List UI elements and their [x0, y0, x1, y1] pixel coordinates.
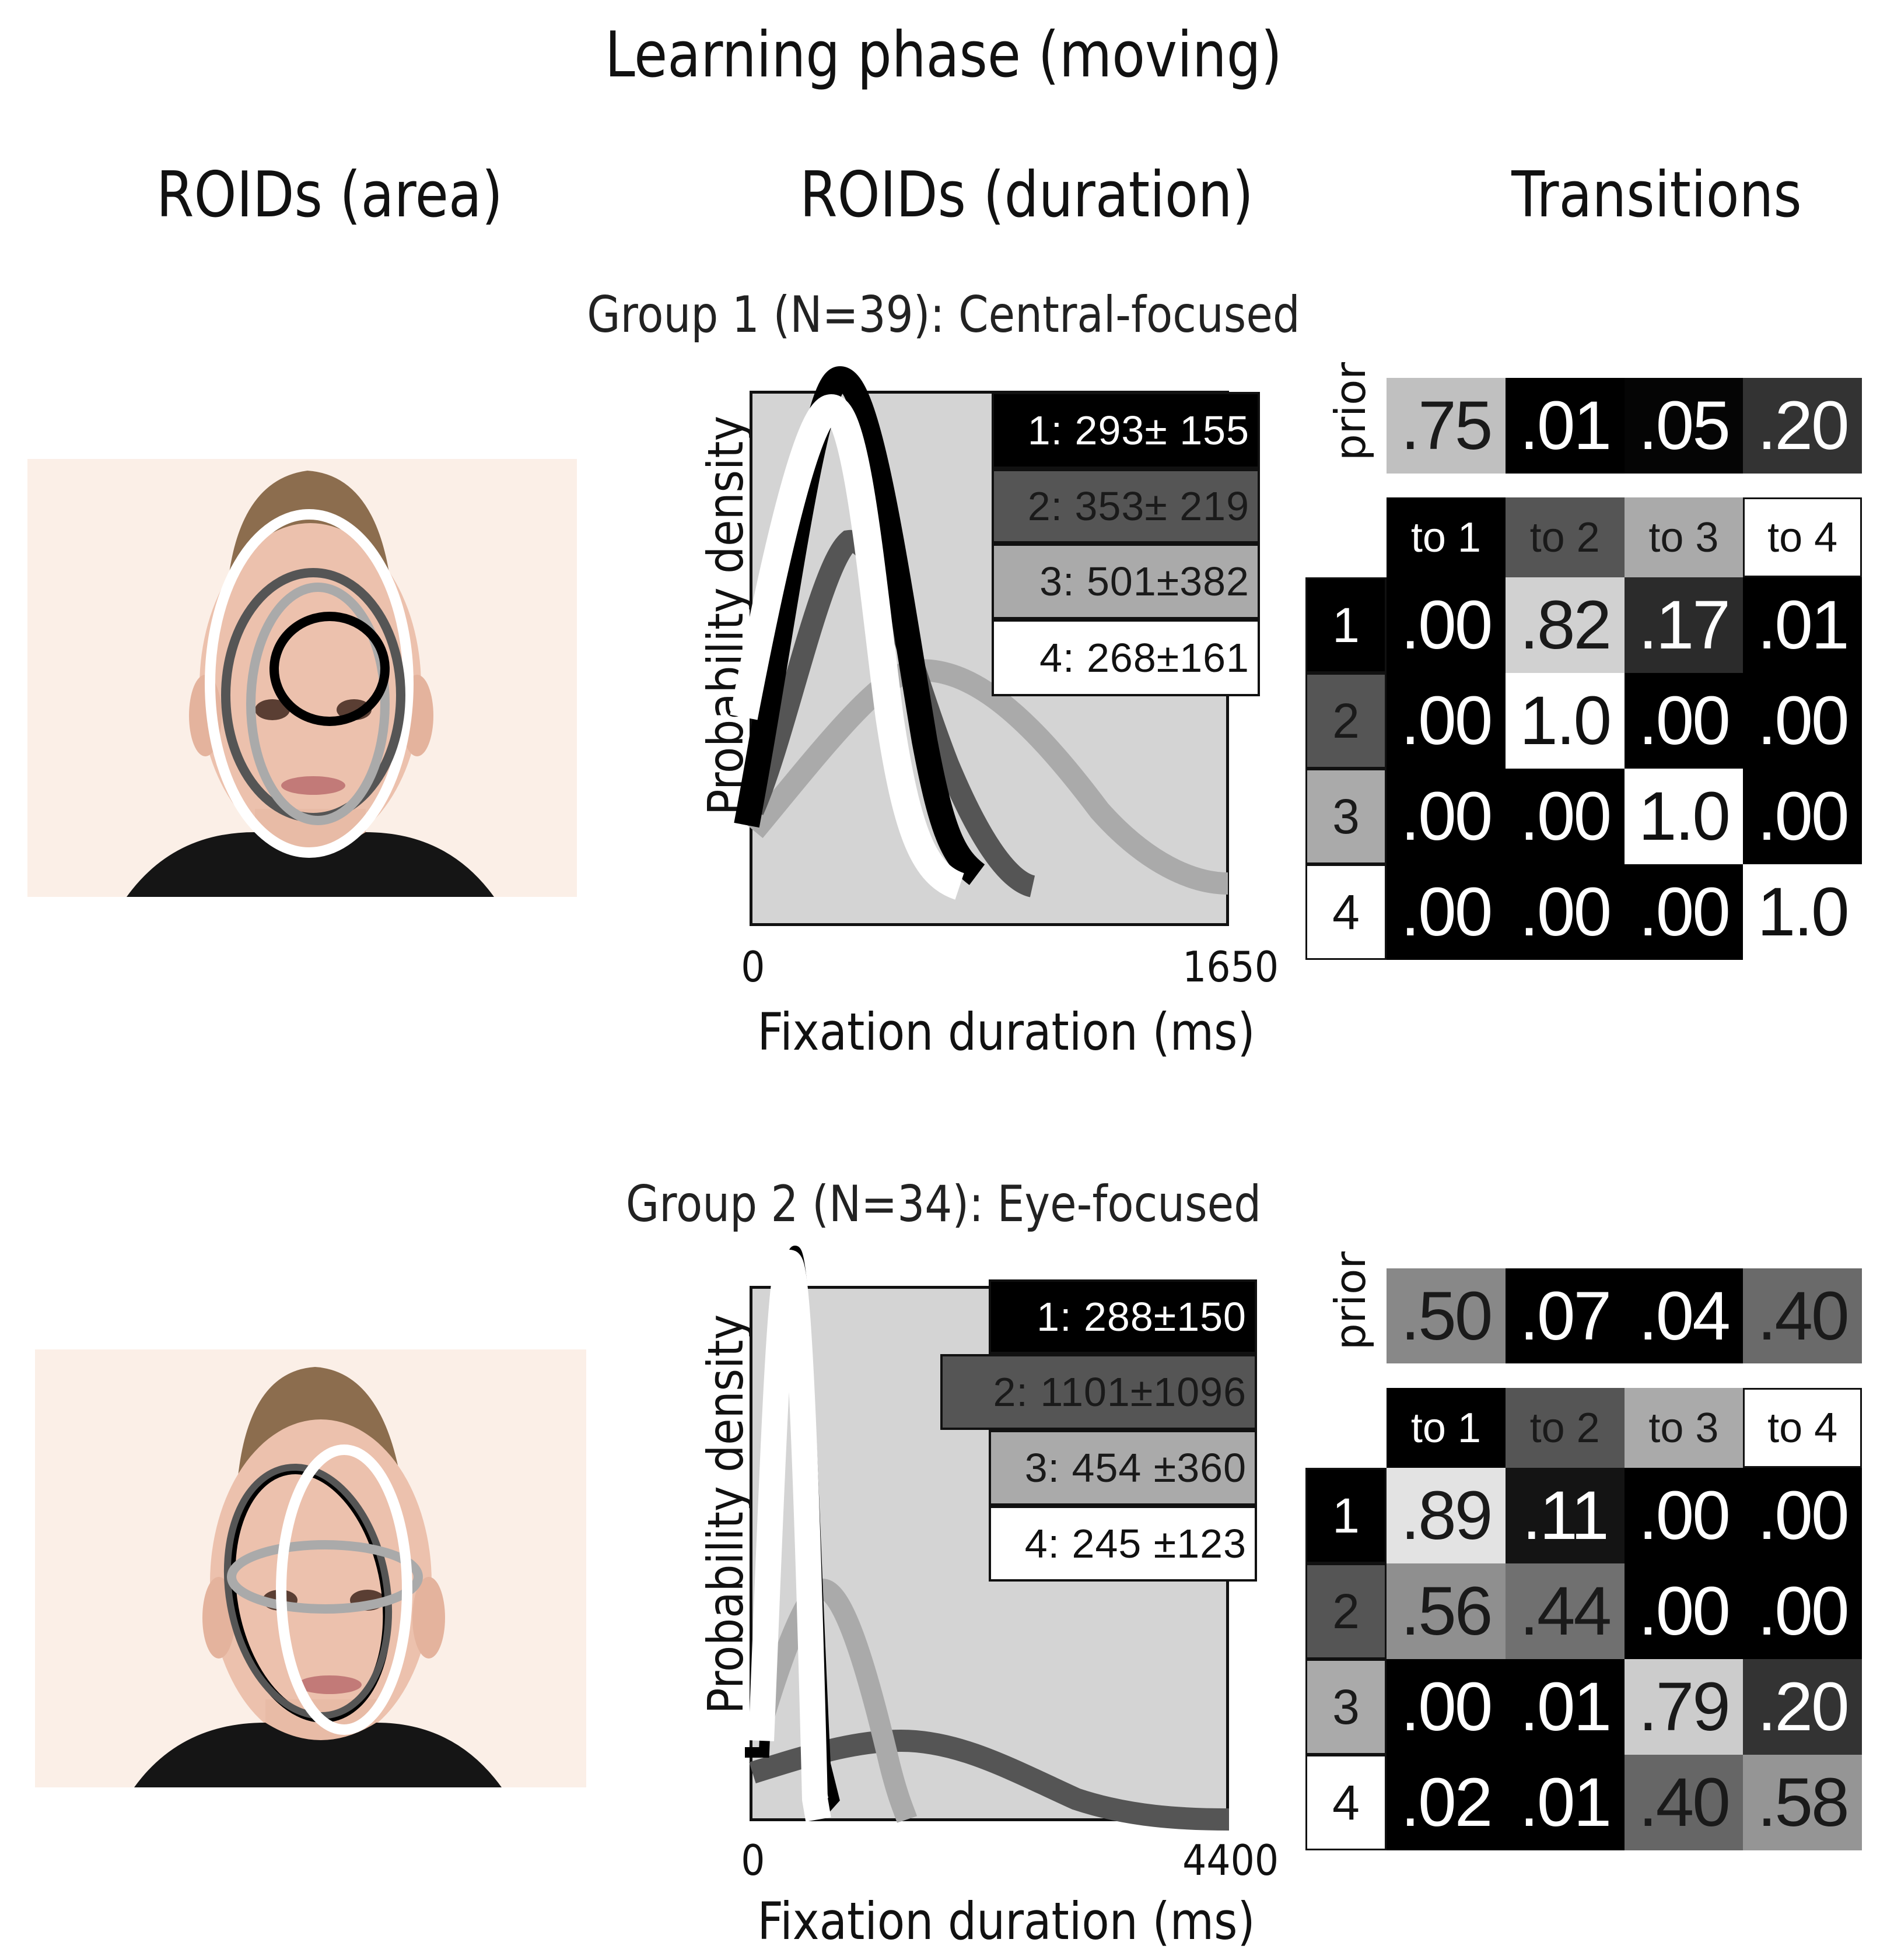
group-1-density-curves — [730, 366, 1228, 900]
group-2-density-curves — [745, 1245, 1230, 1831]
group-1-xmin-tick: 0 — [741, 942, 765, 991]
matrix-cell: .00 — [1387, 769, 1506, 864]
prior-cell: .01 — [1505, 378, 1625, 474]
column-header-3: to 3 — [1624, 497, 1744, 577]
matrix-cell: .20 — [1743, 1659, 1862, 1755]
matrix-cell: .58 — [1743, 1755, 1862, 1850]
row-label-1: 1 — [1305, 577, 1387, 673]
matrix-cell: .00 — [1387, 673, 1506, 769]
group-1-face-image — [27, 459, 577, 897]
matrix-cell: .00 — [1624, 864, 1744, 960]
group-2-legend-item-2: 2: 1101±1096 — [940, 1354, 1257, 1430]
matrix-row-2: 2.00 1.0.00.00 — [1305, 673, 1862, 769]
group-1-legend-item-2: 2: 353± 219 — [992, 469, 1260, 544]
matrix-row-1: 1.00.82.17.01 — [1305, 577, 1862, 673]
matrix-cell: .01 — [1505, 1755, 1625, 1850]
matrix-cell: .00 — [1387, 864, 1506, 960]
matrix-row-2: 2.56.44.00.00 — [1305, 1563, 1862, 1659]
column-title-transitions: Transitions — [1511, 159, 1802, 232]
matrix-cell: .00 — [1624, 1468, 1744, 1563]
matrix-cell: .00 — [1387, 1659, 1506, 1755]
prior-cell: .04 — [1624, 1268, 1744, 1363]
prior-cell: .05 — [1624, 378, 1744, 474]
row-label-3: 3 — [1305, 1659, 1387, 1755]
matrix-cell: .02 — [1387, 1755, 1506, 1850]
column-title-area: ROIDs (area) — [156, 159, 503, 232]
group-2-header-row: to 1 to 2 to 3 to 4 — [1387, 1388, 1862, 1468]
row-label-1: 1 — [1305, 1468, 1387, 1563]
row-label-4: 4 — [1305, 1755, 1387, 1850]
matrix-row-1: 1.89.11.00.00 — [1305, 1468, 1862, 1563]
matrix-row-3: 3.00.01.79.20 — [1305, 1659, 1862, 1755]
group-2-legend-item-4: 4: 245 ±123 — [989, 1506, 1257, 1582]
matrix-cell: .56 — [1387, 1563, 1506, 1659]
group-1-xlabel: Fixation duration (ms) — [757, 1002, 1255, 1062]
column-header-4: to 4 — [1743, 1388, 1862, 1468]
column-header-4: to 4 — [1743, 497, 1862, 577]
group-2-legend-item-3: 3: 454 ±360 — [989, 1430, 1257, 1506]
group-1-xmax-tick: 1650 — [1182, 942, 1279, 991]
column-header-2: to 2 — [1505, 1388, 1625, 1468]
matrix-cell: .00 — [1505, 769, 1625, 864]
group-1-prior-row: .75.01.05.20 — [1387, 378, 1862, 474]
group-2-xmin-tick: 0 — [741, 1836, 765, 1885]
matrix-cell: .00 — [1743, 1563, 1862, 1659]
matrix-cell: .79 — [1624, 1659, 1744, 1755]
column-header-3: to 3 — [1624, 1388, 1744, 1468]
prior-cell: .50 — [1387, 1268, 1506, 1363]
matrix-cell: .00 — [1743, 1468, 1862, 1563]
matrix-cell: .01 — [1505, 1659, 1625, 1755]
group-2-legend-item-1: 1: 288±150 — [989, 1279, 1257, 1354]
matrix-cell: .00 — [1505, 864, 1625, 960]
column-header-1: to 1 — [1387, 1388, 1506, 1468]
group-2-transition-matrix: 1.89.11.00.00 2.56.44.00.00 3.00.01.79.20 4… — [1305, 1468, 1862, 1850]
group-1-header-row: to 1 to 2 to 3 to 4 — [1387, 497, 1862, 577]
matrix-cell: .00 — [1743, 673, 1862, 769]
matrix-cell: .82 — [1505, 577, 1625, 673]
matrix-cell: 1.0 — [1505, 673, 1625, 769]
row-label-2: 2 — [1305, 1563, 1387, 1659]
matrix-cell: .44 — [1505, 1563, 1625, 1659]
matrix-row-4: 4.02.01.40.58 — [1305, 1755, 1862, 1850]
column-title-duration: ROIDs (duration) — [800, 159, 1254, 232]
group-2-title: Group 2 (N=34): Eye-focused — [625, 1175, 1262, 1233]
matrix-cell: .01 — [1743, 577, 1862, 673]
matrix-cell: 1.0 — [1743, 864, 1862, 960]
group-2-ylabel: Probability density — [697, 1314, 754, 1714]
matrix-cell: 1.0 — [1624, 769, 1744, 864]
matrix-cell: .00 — [1387, 577, 1506, 673]
column-header-1: to 1 — [1387, 497, 1506, 577]
matrix-cell: .00 — [1743, 769, 1862, 864]
matrix-cell: .40 — [1624, 1755, 1744, 1850]
group-1-title: Group 1 (N=39): Central-focused — [587, 286, 1300, 344]
matrix-cell: .00 — [1624, 673, 1744, 769]
matrix-cell: .89 — [1387, 1468, 1506, 1563]
group-1-legend-item-4: 4: 268±161 — [992, 619, 1260, 696]
group-1-legend-item-1: 1: 293± 155 — [992, 392, 1260, 469]
row-label-3: 3 — [1305, 769, 1387, 864]
group-2-xmax-tick: 4400 — [1182, 1836, 1279, 1885]
group-2-xlabel: Fixation duration (ms) — [757, 1891, 1255, 1951]
row-label-2: 2 — [1305, 673, 1387, 769]
matrix-cell: .17 — [1624, 577, 1744, 673]
matrix-row-4: 4.00.00.00 1.0 — [1305, 864, 1862, 960]
group-2-prior-row: .50.07.04.40 — [1387, 1268, 1862, 1363]
column-header-2: to 2 — [1505, 497, 1625, 577]
group-1-transition-matrix: 1.00.82.17.01 2.00 1.0.00.00 3.00.00 1.0.00 4… — [1305, 577, 1862, 960]
prior-cell: .75 — [1387, 378, 1506, 474]
group-2-prior-label: prior — [1326, 1251, 1375, 1350]
matrix-cell: .11 — [1505, 1468, 1625, 1563]
matrix-row-3: 3.00.00 1.0.00 — [1305, 769, 1862, 864]
group-1-prior-label: prior — [1326, 362, 1375, 461]
prior-cell: .40 — [1743, 1268, 1862, 1363]
prior-cell: .20 — [1743, 378, 1862, 474]
group-1-legend-item-3: 3: 501±382 — [992, 544, 1260, 619]
group-2-face-image — [35, 1349, 586, 1787]
figure-title: Learning phase (moving) — [605, 19, 1282, 92]
row-label-4: 4 — [1305, 864, 1387, 960]
matrix-cell: .00 — [1624, 1563, 1744, 1659]
prior-cell: .07 — [1505, 1268, 1625, 1363]
